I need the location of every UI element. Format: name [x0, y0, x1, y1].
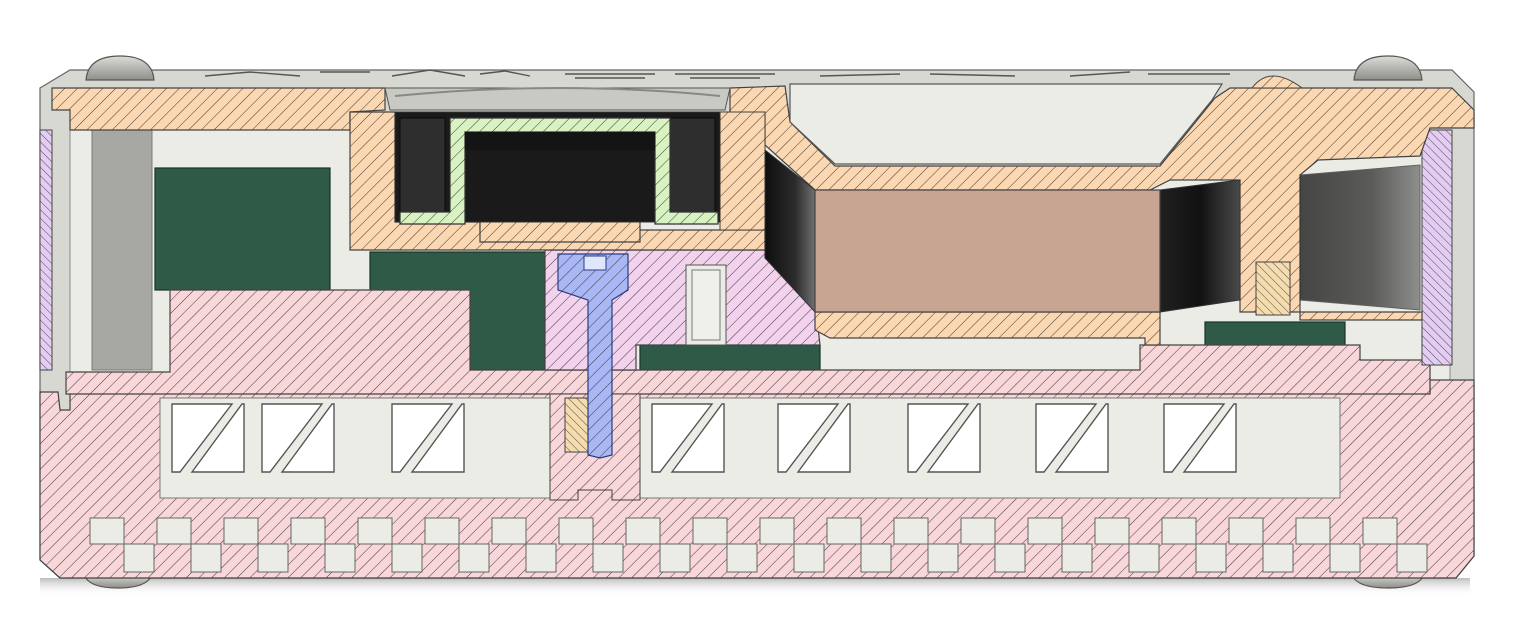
rib-window	[261, 403, 324, 473]
rib-window	[391, 403, 454, 473]
base-tooth-slot	[1094, 517, 1130, 545]
rubber-foot-top-left	[85, 55, 155, 81]
side-caps	[39, 129, 1453, 371]
base-tooth-slot	[625, 517, 661, 545]
base-tooth-slot	[960, 517, 996, 545]
base-tooth-slot	[290, 517, 326, 545]
base-tooth-slot	[1396, 543, 1428, 573]
base-tooth-slot	[994, 543, 1026, 573]
top-surface-engravings	[204, 69, 1230, 79]
base-tooth-slot	[257, 543, 289, 573]
rib-window	[1054, 403, 1109, 473]
base-tooth-slot	[726, 543, 758, 573]
rib-window	[1182, 403, 1237, 473]
rib-window	[926, 403, 981, 473]
base-tooth-slot	[927, 543, 959, 573]
base-tooth-slot	[592, 543, 624, 573]
rubber-foot-top-right	[1353, 55, 1423, 81]
base-tooth-slot	[223, 517, 259, 545]
screw	[557, 253, 629, 459]
base-tooth-slot	[424, 517, 460, 545]
ground-shadow	[40, 578, 1470, 596]
base-tooth-slot	[391, 543, 423, 573]
sensor-gasket	[399, 117, 719, 225]
lattice-ribs	[171, 403, 1237, 473]
rib-window	[907, 403, 970, 473]
rib-window	[1035, 403, 1098, 473]
base-tooth-slot	[860, 543, 892, 573]
base-tooth-slot	[659, 543, 691, 573]
base-tooth-slot	[1262, 543, 1294, 573]
base-tooth-slot	[123, 543, 155, 573]
base-tooth-slot	[525, 543, 557, 573]
rib-window	[670, 403, 725, 473]
base-tooth-slot	[324, 543, 356, 573]
rib-window	[1163, 403, 1226, 473]
base-tooth-slot	[458, 543, 490, 573]
battery	[814, 189, 1161, 313]
rib-window	[190, 403, 245, 473]
base-tooth-slot	[558, 517, 594, 545]
base-tooth-slot	[357, 517, 393, 545]
rib-window	[777, 403, 840, 473]
rib-window	[796, 403, 851, 473]
base-tooth-slot	[1128, 543, 1160, 573]
bottom-teeth	[89, 517, 1428, 573]
base-tooth-slot	[826, 517, 862, 545]
base-tooth-slot	[1027, 517, 1063, 545]
rib-window	[651, 403, 714, 473]
rib-window	[280, 403, 335, 473]
base-tooth-slot	[1161, 517, 1197, 545]
base-tooth-slot	[491, 517, 527, 545]
base-tooth-slot	[893, 517, 929, 545]
rib-window	[171, 403, 234, 473]
base-tooth-slot	[1195, 543, 1227, 573]
base-tooth-slot	[1329, 543, 1361, 573]
base-tooth-slot	[793, 543, 825, 573]
base-tooth-slot	[692, 517, 728, 545]
base-tooth-slot	[1228, 517, 1264, 545]
base-tooth-slot	[1362, 517, 1398, 545]
base-tooth-slot	[190, 543, 222, 573]
base-tooth-slot	[759, 517, 795, 545]
base-tooth-slot	[89, 517, 125, 545]
threaded-inserts	[564, 261, 1291, 453]
base-tooth-slot	[1061, 543, 1093, 573]
rib-window	[410, 403, 465, 473]
base-tooth-slot	[1295, 517, 1331, 545]
base-tooth-slot	[156, 517, 192, 545]
